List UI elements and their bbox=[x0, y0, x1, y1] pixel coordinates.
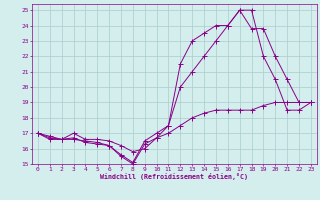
X-axis label: Windchill (Refroidissement éolien,°C): Windchill (Refroidissement éolien,°C) bbox=[100, 173, 248, 180]
